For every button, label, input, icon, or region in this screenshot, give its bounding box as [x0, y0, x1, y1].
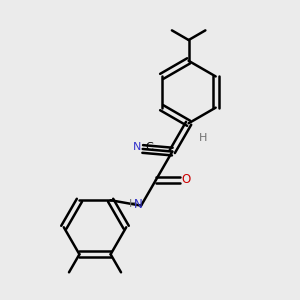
Text: N: N [133, 142, 142, 152]
Text: H: H [199, 133, 207, 142]
Text: C: C [145, 142, 153, 152]
Text: O: O [181, 173, 190, 186]
Text: N: N [134, 198, 143, 211]
Text: H: H [129, 200, 137, 209]
